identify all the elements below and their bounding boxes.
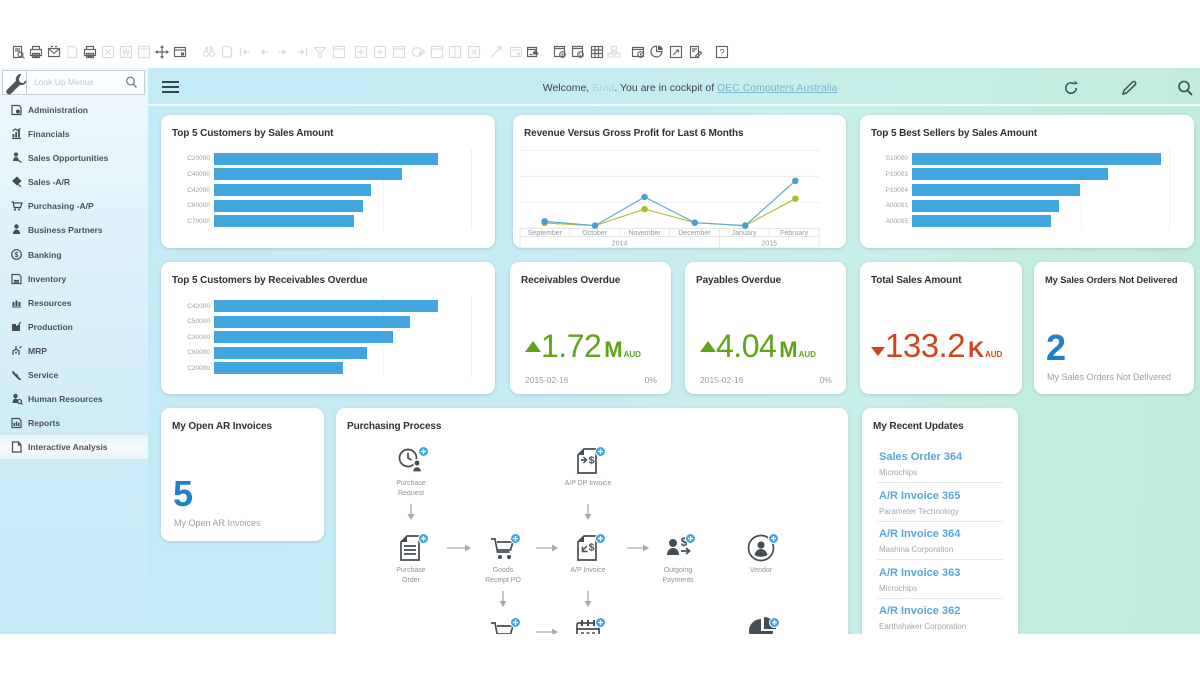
svg-text:2015: 2015	[761, 241, 777, 248]
svg-text:October: October	[582, 230, 608, 237]
svg-text:December: December	[678, 230, 711, 237]
svg-text:$: $	[681, 535, 688, 549]
svg-text:?: ?	[719, 48, 724, 58]
svg-text:September: September	[528, 230, 563, 237]
svg-text:$: $	[589, 455, 595, 467]
svg-text:February: February	[780, 230, 809, 237]
svg-text:November: November	[628, 230, 661, 237]
svg-text:2014: 2014	[612, 241, 628, 248]
svg-text:$: $	[589, 542, 595, 554]
svg-text:January: January	[732, 230, 757, 237]
svg-text:$: $	[15, 252, 19, 259]
